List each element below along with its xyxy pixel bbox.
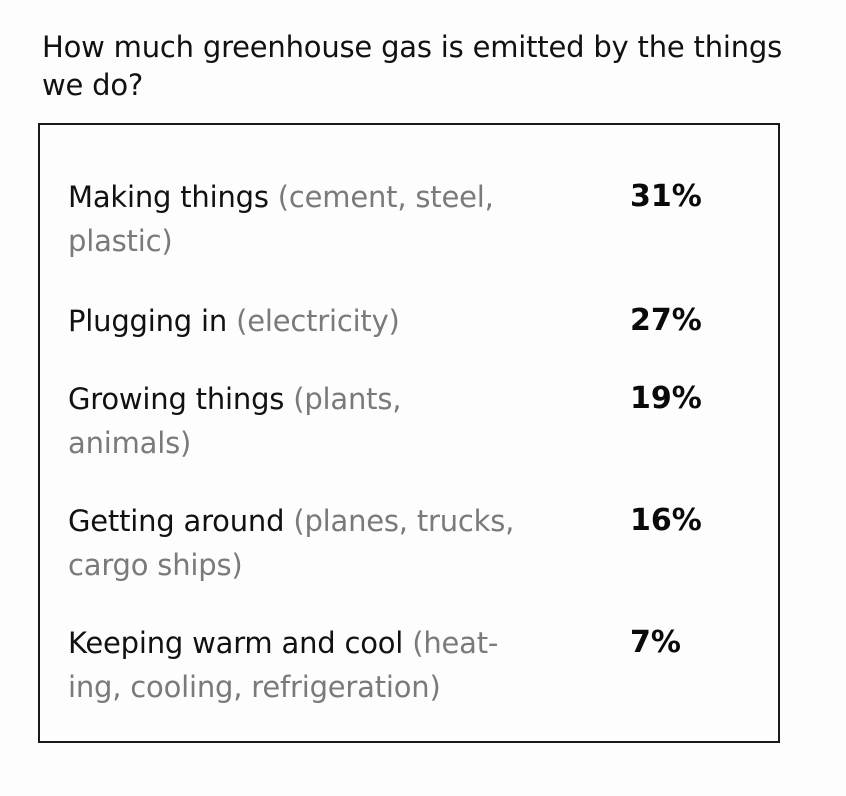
- emissions-table: Making things (cement, steel, plastic) 3…: [38, 123, 780, 743]
- row-category: Making things: [68, 180, 269, 214]
- row-label: Keeping warm and cool (heat- ing, coolin…: [68, 621, 588, 709]
- row-percentage: 31%: [630, 179, 702, 214]
- row-percentage: 27%: [630, 303, 702, 338]
- row-detail: (electricity): [236, 304, 400, 338]
- row-percentage: 7%: [630, 625, 681, 660]
- row-category: Getting around: [68, 504, 285, 538]
- row-detail-continued: ing, cooling, refrigeration): [68, 670, 441, 704]
- row-detail-continued: cargo ships): [68, 548, 243, 582]
- row-category: Keeping warm and cool: [68, 626, 404, 660]
- row-category: Plugging in: [68, 304, 228, 338]
- row-category: Growing things: [68, 382, 285, 416]
- row-detail: (cement, steel,: [277, 180, 494, 214]
- row-detail-continued: animals): [68, 426, 192, 460]
- row-detail-continued: plastic): [68, 224, 173, 258]
- row-label: Plugging in (electricity): [68, 299, 588, 343]
- row-detail: (plants,: [293, 382, 402, 416]
- row-label: Growing things (plants, animals): [68, 377, 588, 465]
- row-percentage: 16%: [630, 503, 702, 538]
- row-detail: (planes, trucks,: [293, 504, 515, 538]
- row-detail: (heat-: [412, 626, 499, 660]
- row-percentage: 19%: [630, 381, 702, 416]
- row-label: Making things (cement, steel, plastic): [68, 175, 588, 263]
- row-label: Getting around (planes, trucks, cargo sh…: [68, 499, 588, 587]
- page-title: How much greenhouse gas is emitted by th…: [42, 30, 783, 102]
